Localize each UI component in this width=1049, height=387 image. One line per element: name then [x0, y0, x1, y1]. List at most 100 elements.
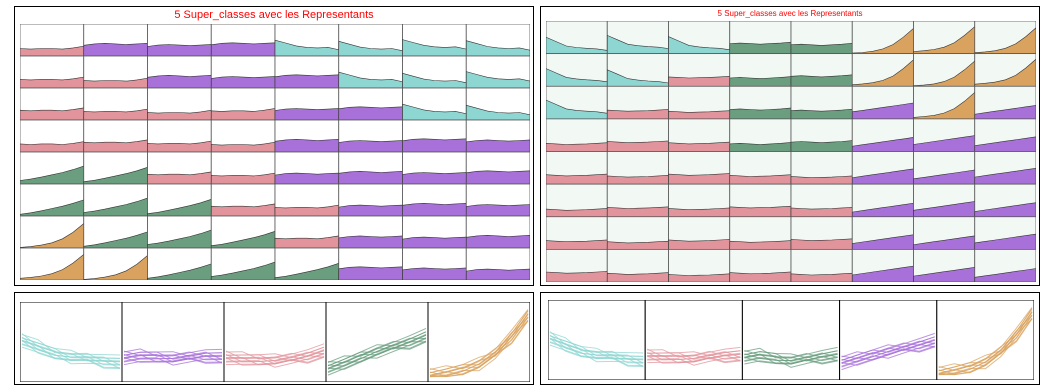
orange-series-line — [429, 317, 529, 378]
orange-series-line — [938, 315, 1033, 376]
purple-area-mark — [274, 74, 340, 89]
top-right-cell — [790, 183, 853, 218]
pink-series-line — [225, 346, 325, 362]
bottom-right-representative-lines — [548, 300, 1034, 380]
purple-series-line — [123, 348, 223, 357]
top-left-cell — [465, 119, 530, 153]
top-left-cell — [402, 55, 467, 89]
top-left-cell — [20, 87, 85, 121]
top-left-cell — [147, 183, 212, 217]
pink-area-mark — [729, 205, 792, 218]
top-right-cell — [974, 85, 1036, 120]
cyan-series-line — [549, 337, 644, 367]
purple-series-line — [123, 357, 223, 364]
top-left-cell — [210, 24, 276, 57]
top-right-cell — [668, 53, 731, 87]
pink-area-mark — [668, 273, 731, 282]
top-right-cell — [851, 53, 914, 87]
purple-area-mark — [147, 74, 212, 89]
top-right-cell — [974, 151, 1036, 185]
top-right-cell — [851, 21, 914, 55]
pink-series-line — [225, 353, 325, 363]
purple-area-mark — [338, 235, 403, 249]
top-left-cell — [147, 87, 212, 121]
top-left-cell — [210, 151, 276, 185]
top-right-cell — [913, 216, 976, 250]
top-right-cell — [546, 85, 608, 120]
top-right-cell — [606, 183, 669, 218]
purple-series-line — [841, 342, 935, 367]
purple-area-mark — [274, 138, 340, 153]
top-right-cell — [851, 118, 914, 152]
bottom-right-panel — [540, 292, 1040, 385]
pink-series-line — [225, 350, 325, 362]
purple-area-mark — [465, 234, 530, 249]
pink-area-mark — [790, 238, 853, 250]
purple-series-line — [841, 339, 935, 365]
pink-series-line — [646, 355, 741, 364]
top-left-cell — [83, 55, 148, 89]
bottom-left-representative-lines — [20, 302, 530, 382]
pink-series-line — [647, 356, 741, 366]
top-left-frame — [14, 6, 534, 286]
purple-series-line — [123, 354, 223, 363]
top-right-cell — [729, 216, 792, 250]
top-right-cell — [606, 85, 669, 120]
top-left-title: 5 Super_classes avec les Representants — [174, 9, 374, 21]
cyan-series-line — [549, 332, 644, 354]
bottom-right-frame — [540, 292, 1040, 385]
pink-area-mark — [668, 75, 731, 87]
purple-area-mark — [974, 136, 1036, 152]
top-right-cell — [790, 151, 853, 185]
pink-series-line — [647, 353, 741, 360]
pink-area-mark — [546, 142, 608, 152]
purple-area-mark — [274, 172, 340, 185]
pink-area-mark — [606, 206, 669, 218]
top-right-cell — [974, 183, 1036, 218]
top-right-cell — [729, 85, 792, 120]
top-left-cell — [274, 87, 340, 121]
top-left-cell — [402, 247, 467, 280]
purple-area-mark — [402, 172, 467, 185]
purple-series-line — [841, 332, 935, 358]
top-left-cell — [210, 119, 276, 153]
cyan-area-mark — [465, 104, 530, 121]
top-left-cell — [20, 55, 85, 89]
pink-area-mark — [606, 240, 669, 250]
top-right-cell — [913, 118, 976, 152]
top-right-cell — [790, 21, 853, 55]
cyan-series-line — [21, 340, 121, 363]
top-right-cell — [729, 118, 792, 152]
top-right-cell — [790, 216, 853, 250]
top-right-cell — [606, 53, 669, 87]
purple-series-line — [123, 351, 223, 360]
purple-area-mark — [338, 106, 403, 121]
purple-area-mark — [274, 108, 340, 121]
top-left-class-grid — [20, 24, 530, 280]
orange-series-line — [938, 308, 1033, 372]
top-left-cell — [147, 119, 212, 153]
top-right-cell — [729, 151, 792, 185]
top-right-cell — [546, 53, 608, 87]
top-right-cell — [606, 151, 669, 185]
pink-series-line — [647, 346, 741, 358]
orange-series-line — [429, 313, 529, 377]
top-left-cell — [402, 24, 467, 57]
top-right-cell — [913, 183, 976, 218]
top-left-panel: 5 Super_classes avec les Representants — [14, 6, 534, 286]
top-left-cell — [402, 151, 467, 185]
top-right-cell — [546, 183, 608, 218]
top-left-cell — [465, 55, 530, 89]
orange-area-mark — [974, 27, 1036, 54]
top-left-cell — [83, 24, 148, 57]
purple-area-mark — [210, 42, 276, 57]
pink-series-line — [647, 350, 741, 360]
purple-series-line — [123, 357, 223, 366]
green-series-line — [744, 356, 838, 365]
green-series-line — [327, 327, 427, 363]
green-series-line — [744, 353, 838, 362]
cyan-series-line — [549, 344, 644, 367]
bottom-right-cell-cyan — [548, 300, 646, 380]
top-right-cell — [913, 21, 976, 55]
top-right-cell — [668, 85, 731, 120]
